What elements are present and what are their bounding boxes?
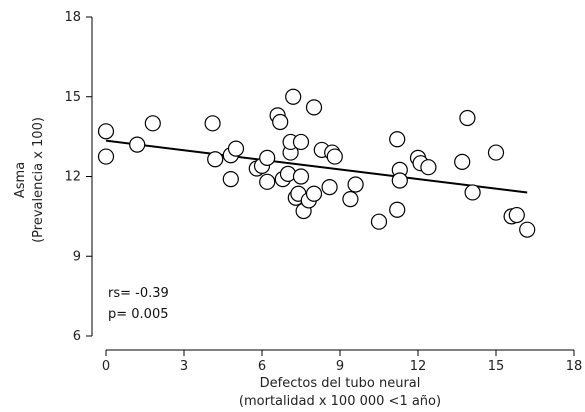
x-tick-label-0: 0 <box>102 359 110 374</box>
data-point-23 <box>292 168 310 185</box>
data-point-36 <box>389 131 406 148</box>
annotation-rs: rs= -0.39 <box>108 286 169 301</box>
y-tick-label-6: 6 <box>73 329 81 344</box>
data-point-11 <box>259 173 276 190</box>
x-tick-label-6: 6 <box>258 359 266 374</box>
x-axis-title-line2: (mortalidad x 100 000 <1 año) <box>239 394 441 409</box>
y-tick-label-12: 12 <box>64 170 81 185</box>
y-tick-label-9: 9 <box>73 249 81 264</box>
data-point-29 <box>321 179 338 196</box>
data-point-44 <box>464 184 481 201</box>
data-point-5 <box>207 151 224 168</box>
x-tick-label-3: 3 <box>180 359 188 374</box>
data-point-38 <box>391 172 408 189</box>
y-tick-label-15: 15 <box>64 90 81 105</box>
data-point-34 <box>370 213 388 230</box>
data-point-32 <box>342 190 359 208</box>
data-point-27 <box>305 99 323 116</box>
ticks: 6 9 12 15 18 0 3 6 9 12 15 18 <box>64 10 582 374</box>
data-point-0 <box>97 123 115 140</box>
data-point-18 <box>285 88 302 105</box>
data-point-26 <box>305 185 323 202</box>
data-point-33 <box>347 176 364 193</box>
data-point-43 <box>459 109 476 127</box>
x-tick-label-9: 9 <box>336 359 344 374</box>
x-axis-title-line1: Defectos del tubo neural <box>260 376 421 391</box>
data-point-16 <box>279 165 297 182</box>
data-point-1 <box>97 148 115 165</box>
data-point-47 <box>508 206 525 224</box>
data-points <box>97 88 536 238</box>
data-point-7 <box>222 171 239 188</box>
data-point-48 <box>519 221 536 238</box>
data-point-31 <box>326 148 343 165</box>
data-point-22 <box>292 133 310 151</box>
data-point-42 <box>454 153 471 170</box>
data-point-4 <box>204 115 221 132</box>
data-point-3 <box>144 115 161 132</box>
data-point-45 <box>487 144 505 161</box>
y-tick-label-18: 18 <box>64 10 81 25</box>
x-tick-label-18: 18 <box>566 359 583 374</box>
x-tick-label-12: 12 <box>410 359 427 374</box>
x-tick-label-15: 15 <box>488 359 505 374</box>
data-point-41 <box>420 159 437 176</box>
data-point-2 <box>129 136 146 153</box>
annotation-p: p= 0.005 <box>108 307 169 322</box>
data-point-35 <box>389 201 406 218</box>
data-point-8 <box>227 140 245 157</box>
data-point-14 <box>272 113 289 131</box>
y-axis-title-line2: (Prevalencia x 100) <box>31 117 46 243</box>
y-axis-title-line1: Asma <box>13 162 28 198</box>
trend-line <box>105 139 528 194</box>
data-point-12 <box>259 149 276 166</box>
